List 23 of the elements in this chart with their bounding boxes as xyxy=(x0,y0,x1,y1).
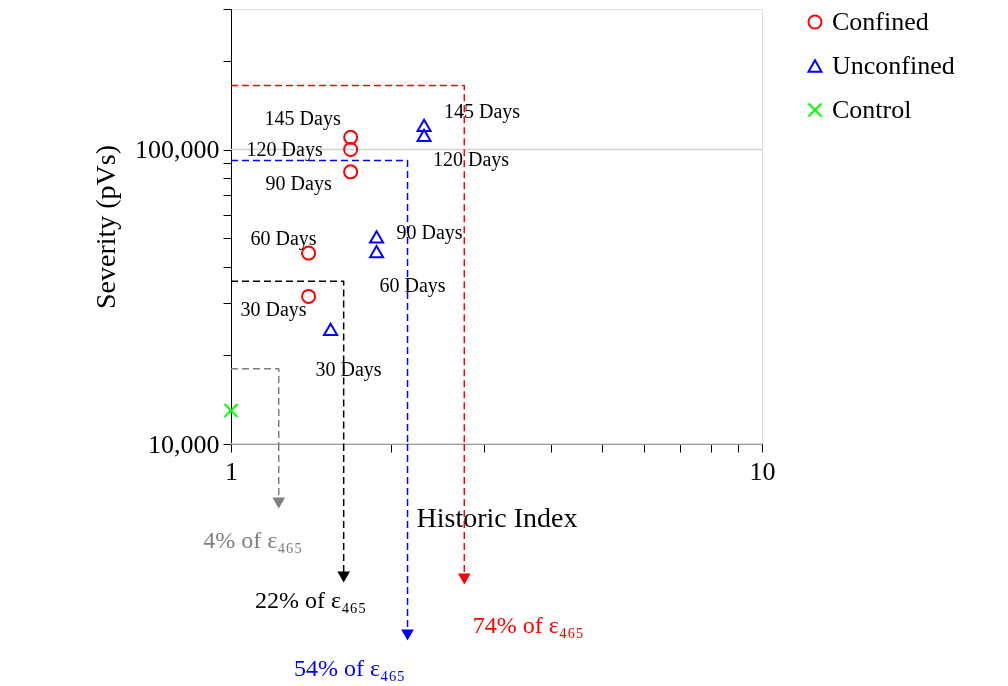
annotation: 145 Days xyxy=(264,107,341,131)
x-axis-title: Historic Index xyxy=(416,501,578,533)
legend-label: Confined xyxy=(832,7,929,36)
annotation: 30 Days xyxy=(240,298,307,322)
annotation: 145 Days xyxy=(444,100,521,124)
annotation: 120 Days xyxy=(246,137,323,161)
annotation: 120 Days xyxy=(433,148,510,172)
legend-label: Control xyxy=(832,95,912,124)
annotation: 30 Days xyxy=(315,358,382,382)
text: 54% of ε₄₆₅ xyxy=(293,655,406,681)
x-tick-label: 10 xyxy=(749,456,776,486)
annotation: 90 Days xyxy=(396,220,463,244)
annotation: 60 Days xyxy=(250,227,317,251)
text: 22% of ε₄₆₅ xyxy=(255,587,367,613)
y-axis-title: Severity (pVs) xyxy=(90,144,121,310)
x-tick-label: 1 xyxy=(225,456,238,486)
y-tick-label: 100,000 xyxy=(135,135,220,165)
legend-label: Unconfined xyxy=(832,51,955,80)
annotation: 90 Days xyxy=(265,171,332,195)
annotation: 60 Days xyxy=(379,273,446,297)
text: 4% of ε₄₆₅ xyxy=(203,527,303,553)
y-tick-label: 10,000 xyxy=(148,429,220,459)
text: 74% of ε₄₆₅ xyxy=(472,612,584,638)
